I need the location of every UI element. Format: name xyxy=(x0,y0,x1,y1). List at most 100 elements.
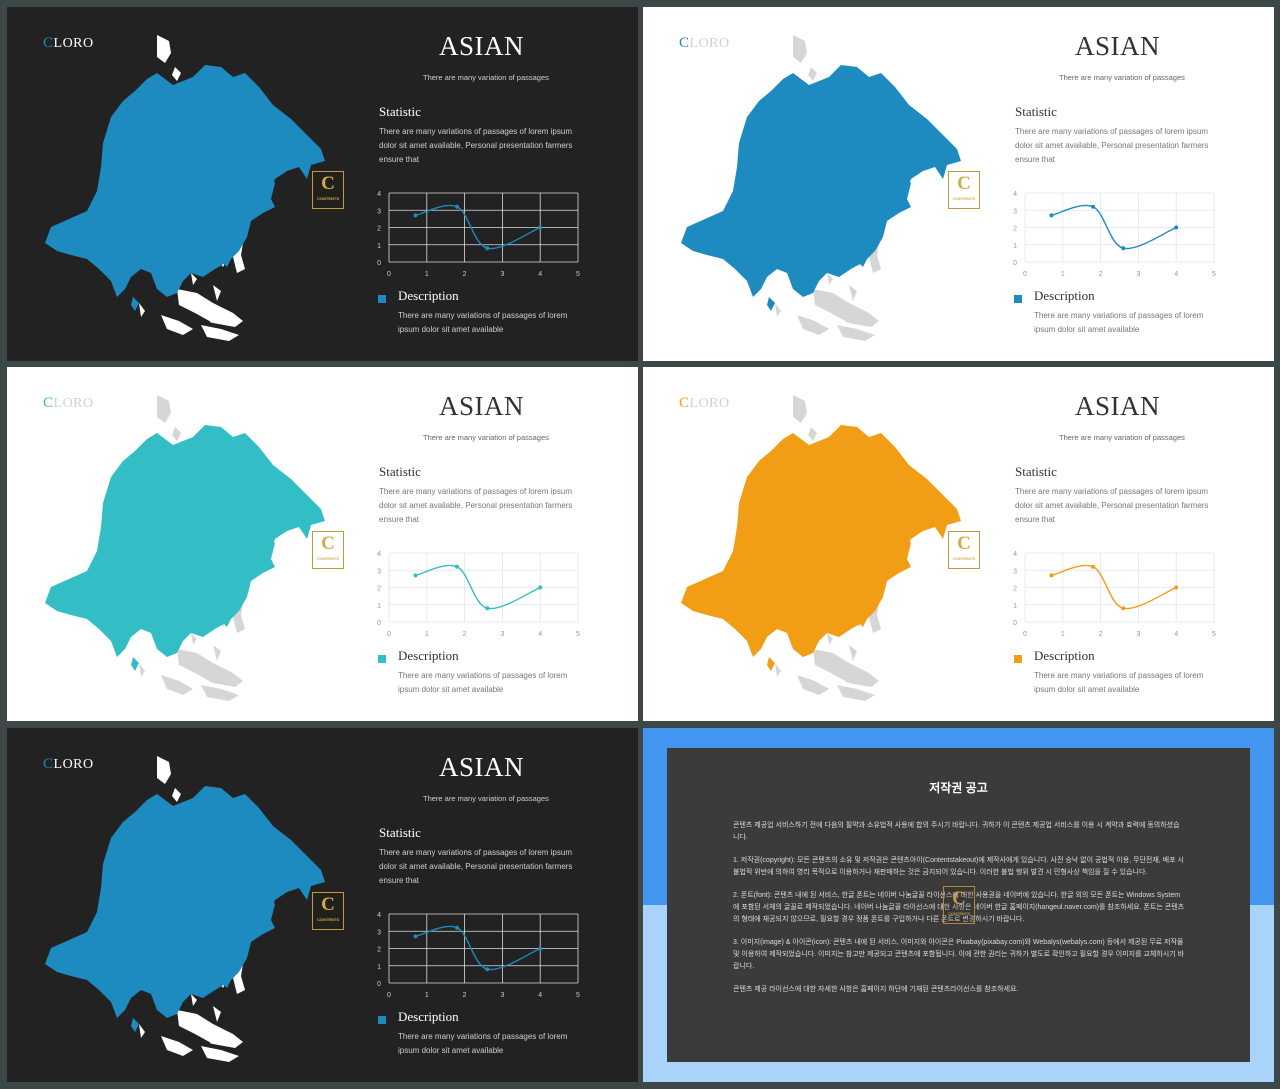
y-tick-label: 2 xyxy=(1013,586,1017,593)
slide-subtitle: There are many variation of passages xyxy=(423,433,549,442)
asia-map xyxy=(681,395,961,701)
statistic-heading: Statistic xyxy=(379,464,421,479)
logo-first-letter: C xyxy=(43,35,54,51)
data-point xyxy=(413,934,418,939)
y-tick-label: 0 xyxy=(377,981,381,988)
x-tick-label: 1 xyxy=(425,992,429,999)
y-tick-label: 3 xyxy=(1013,208,1017,215)
x-tick-label: 4 xyxy=(538,271,542,278)
y-tick-label: 4 xyxy=(377,551,381,558)
data-point xyxy=(1091,204,1096,209)
x-tick-label: 4 xyxy=(1174,631,1178,638)
slide-4[interactable]: CLORO ASIAN Th xyxy=(643,367,1274,721)
badge-letter: C xyxy=(957,533,971,554)
y-tick-label: 3 xyxy=(1013,568,1017,575)
data-point xyxy=(538,585,543,590)
sri-lanka xyxy=(767,657,775,671)
badge-letter: C xyxy=(321,894,335,915)
y-tick-label: 0 xyxy=(1013,260,1017,267)
data-point xyxy=(455,925,460,930)
copyright-notice-slide[interactable]: 저작권 공고 콘텐츠 제공업 서비스하기 전에 다음의 필약과 소유법적 사용에… xyxy=(643,728,1274,1082)
x-tick-label: 5 xyxy=(576,992,580,999)
x-tick-label: 2 xyxy=(1099,631,1103,638)
x-tick-label: 5 xyxy=(576,631,580,638)
description-text: There are many variations of passages of… xyxy=(398,1032,568,1055)
slide-5[interactable]: CLORO ASIAN Th xyxy=(7,728,638,1082)
y-tick-label: 1 xyxy=(1013,243,1017,250)
y-tick-label: 4 xyxy=(1013,191,1017,198)
x-tick-label: 1 xyxy=(1061,631,1065,638)
y-tick-label: 0 xyxy=(377,620,381,627)
neighbor-islands xyxy=(139,756,249,1062)
sakhalin-hokkaido xyxy=(265,898,275,920)
logo-first-letter: C xyxy=(43,395,54,411)
x-tick-label: 1 xyxy=(425,271,429,278)
x-tick-label: 2 xyxy=(1099,271,1103,278)
y-tick-label: 3 xyxy=(377,929,381,936)
data-point xyxy=(485,606,490,611)
slide-subtitle: There are many variation of passages xyxy=(423,73,549,82)
contents-badge: C CONTENTS xyxy=(948,171,980,209)
slide-2[interactable]: CLORO ASIAN Th xyxy=(643,7,1274,361)
y-tick-label: 1 xyxy=(377,603,381,610)
x-tick-label: 2 xyxy=(463,992,467,999)
description-bullet xyxy=(1014,655,1022,663)
data-point xyxy=(455,564,460,569)
logo: CLORO xyxy=(43,395,94,412)
series-line xyxy=(415,564,541,610)
taiwan xyxy=(221,253,231,267)
slide-title: ASIAN xyxy=(1075,391,1161,421)
logo-rest: LORO xyxy=(53,757,94,772)
sri-lanka xyxy=(131,1018,139,1032)
y-tick-label: 2 xyxy=(1013,226,1017,233)
description-text: There are many variations of passages of… xyxy=(1034,671,1204,694)
copyright-body: 콘텐츠 제공업 서비스하기 전에 다음의 필약과 소유법적 사용에 합의 주시기… xyxy=(733,820,1185,1007)
sakhalin-hokkaido xyxy=(265,177,275,199)
line-chart: 0 1 2 3 4 0 1 2 3 4 5 xyxy=(1013,191,1216,278)
data-point xyxy=(413,213,418,218)
x-tick-label: 0 xyxy=(387,271,391,278)
y-tick-label: 2 xyxy=(377,226,381,233)
copyright-paragraph: 콘텐츠 제공 라이선스에 대한 자세한 사항은 홈페이지 하단에 기재된 콘텐츠… xyxy=(733,986,1019,993)
data-point xyxy=(538,946,543,951)
data-point xyxy=(485,246,490,251)
statistic-text: There are many variations of passages of… xyxy=(379,848,573,885)
x-tick-label: 5 xyxy=(576,271,580,278)
y-tick-label: 0 xyxy=(377,260,381,267)
badge-text: CONTENTS xyxy=(948,911,970,916)
badge-letter: C xyxy=(952,888,966,909)
asia-map xyxy=(45,395,325,701)
series-line xyxy=(415,204,541,250)
statistic-heading: Statistic xyxy=(379,825,421,840)
asia-mainland xyxy=(681,425,961,657)
y-tick-label: 0 xyxy=(1013,620,1017,627)
slide-3[interactable]: CLORO ASIAN Th xyxy=(7,367,638,721)
logo: CLORO xyxy=(679,35,730,52)
description-heading: Description xyxy=(398,288,459,303)
data-point xyxy=(1049,573,1054,578)
copyright-title: 저작권 공고 xyxy=(929,781,988,795)
contents-badge: C CONTENTS xyxy=(312,892,344,930)
data-point xyxy=(413,573,418,578)
description-heading: Description xyxy=(1034,288,1095,303)
asia-mainland xyxy=(681,65,961,297)
statistic-text: There are many variations of passages of… xyxy=(379,127,573,164)
y-tick-label: 1 xyxy=(377,964,381,971)
y-tick-label: 2 xyxy=(377,586,381,593)
contents-badge: C CONTENTS xyxy=(312,531,344,569)
sri-lanka xyxy=(131,657,139,671)
taiwan xyxy=(221,613,231,627)
badge-text: CONTENTS xyxy=(953,196,975,201)
badge-text: CONTENTS xyxy=(317,556,339,561)
data-point xyxy=(1174,225,1179,230)
statistic-heading: Statistic xyxy=(379,104,421,119)
x-tick-label: 5 xyxy=(1212,271,1216,278)
line-chart: 0 1 2 3 4 0 1 2 3 4 5 xyxy=(1013,551,1216,638)
copyright-panel: 저작권 공고 콘텐츠 제공업 서비스하기 전에 다음의 필약과 소유법적 사용에… xyxy=(667,748,1250,1062)
badge-text: CONTENTS xyxy=(317,196,339,201)
sri-lanka xyxy=(131,297,139,311)
series-line xyxy=(1051,204,1177,250)
sakhalin-hokkaido xyxy=(901,177,911,199)
x-tick-label: 0 xyxy=(387,631,391,638)
slide-1[interactable]: CLORO ASIAN Th xyxy=(7,7,638,361)
